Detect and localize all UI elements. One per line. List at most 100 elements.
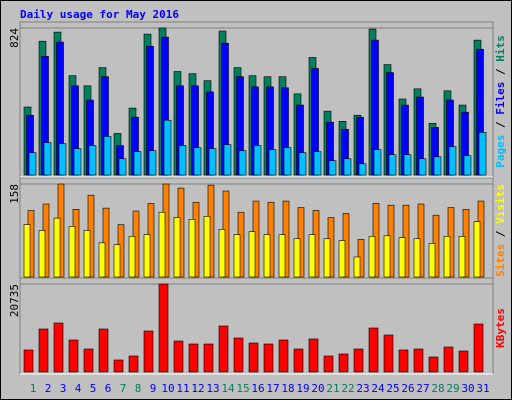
x-tick-label: 2 [45,382,52,395]
bar [118,158,127,176]
bar [98,242,106,278]
y-axis-label-part: Sites [494,244,507,277]
bar [308,338,319,373]
y-axis-label-part: / [494,62,507,82]
x-tick-label: 30 [461,382,474,395]
x-tick-label: 5 [90,382,97,395]
bar [158,283,169,373]
chart-title: Daily usage for May 2016 [20,8,179,21]
bar [278,339,289,373]
bar [338,240,346,278]
bar [128,355,139,373]
bar [103,136,112,176]
bar [338,353,349,373]
bar [283,147,292,176]
x-tick-label: 11 [176,382,189,395]
bar [158,211,166,278]
x-tick-label: 17 [266,382,279,395]
y-tick-label: 20735 [8,284,21,317]
bar [428,356,439,373]
bar [383,334,394,373]
bar [238,150,247,176]
bar [473,323,484,373]
bar [293,348,304,373]
bar [203,216,211,278]
x-tick-label: 23 [356,382,369,395]
y-axis-label-part: / [494,115,507,135]
bar [143,330,154,373]
x-tick-label: 20 [311,382,324,395]
bar [448,146,457,176]
x-tick-label: 7 [120,382,127,395]
bar [323,355,334,373]
y-axis-label: KBytes [494,308,507,348]
bar [368,327,379,373]
y-axis-label-part: Hits [494,35,507,62]
bar [428,243,436,278]
x-tick-label: 26 [401,382,414,395]
y-tick-label: 158 [8,184,21,204]
y-axis-label-part: Visits [494,184,507,224]
bar [128,236,136,278]
bar [38,328,49,373]
y-axis-label-part: KBytes [494,308,507,348]
bar [178,145,187,176]
x-tick-label: 1 [30,382,37,395]
bar [248,231,256,278]
x-tick-label: 12 [191,382,204,395]
bar [83,230,91,278]
y-axis-label-part: Files [494,82,507,115]
bar [173,217,181,278]
x-tick-label: 27 [416,382,429,395]
x-tick-label: 16 [251,382,264,395]
x-tick-label: 18 [281,382,294,395]
bar [328,160,337,176]
x-tick-label: 4 [75,382,82,395]
bar [208,148,217,176]
x-tick-label: 15 [236,382,249,395]
bar [473,221,481,278]
bar [98,328,109,373]
x-tick-label: 22 [341,382,354,395]
y-tick-label: 824 [8,28,21,48]
bar [223,144,232,176]
bar [458,350,469,373]
bar [163,119,172,176]
bar [413,348,424,373]
bar [53,322,64,373]
x-tick-label: 3 [60,382,67,395]
y-axis-label: Sites / Visits [494,184,507,277]
x-tick-label: 19 [296,382,309,395]
bar [443,346,454,373]
y-axis-label-part: Pages [494,135,507,168]
bar [308,234,316,278]
bar [68,226,76,278]
bar [398,349,409,373]
bar [173,340,184,373]
bar [368,236,376,278]
bar [418,158,427,176]
x-tick-label: 21 [326,382,339,395]
bar [413,238,421,278]
bar [233,337,244,373]
bar [398,237,406,278]
bar [53,217,61,278]
x-tick-label: 29 [446,382,459,395]
bar [383,235,391,278]
bar [113,359,124,373]
bar [443,236,451,278]
bar [478,132,487,176]
bar [188,219,196,278]
y-axis-label-part: / [494,224,507,244]
bar [73,148,82,176]
bar [293,238,301,278]
bar [388,154,397,176]
bar [353,348,364,373]
bar [143,234,151,278]
bar [233,234,241,278]
bar [133,151,142,176]
bar [298,152,307,176]
x-tick-label: 10 [161,382,174,395]
